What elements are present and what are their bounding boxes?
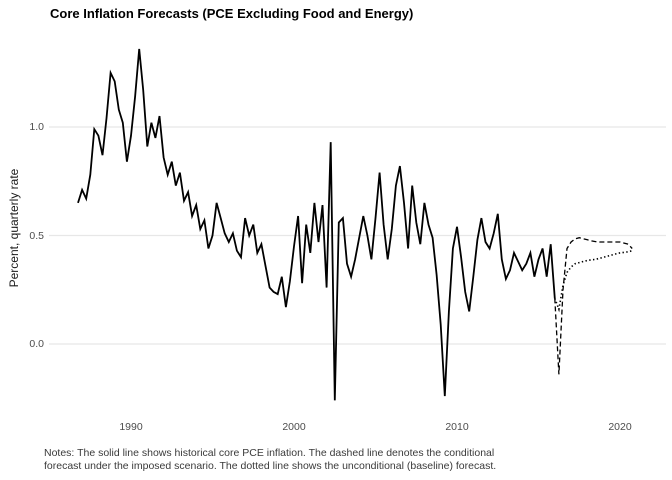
gridlines [49, 126, 666, 345]
chart-title: Core Inflation Forecasts (PCE Excluding … [50, 6, 414, 21]
y-tick-label-0.5: 0.5 [29, 229, 44, 242]
notes-line-1: Notes: The solid line shows historical c… [44, 447, 495, 459]
series-lines [77, 48, 633, 401]
x-tick-label-2000: 2000 [282, 421, 306, 433]
y-tick-label-1.0: 1.0 [29, 121, 44, 133]
x-tick-label-1990: 1990 [119, 421, 143, 433]
y-tick-label-0.0: 0.0 [29, 338, 44, 350]
notes-line-2: forecast under the imposed scenario. The… [44, 460, 497, 472]
dotted-line-unconditional-baseline-forecast [554, 249, 633, 313]
dashed-line-conditional-forecast-imposed-scenario [554, 237, 633, 375]
notes-text: Notes: The solid line shows historical c… [44, 447, 496, 473]
x-tick-label-2020: 2020 [608, 421, 632, 433]
solid-line-historical-core-pce-inflation [77, 48, 556, 401]
x-tick-label-2010: 2010 [445, 421, 469, 433]
